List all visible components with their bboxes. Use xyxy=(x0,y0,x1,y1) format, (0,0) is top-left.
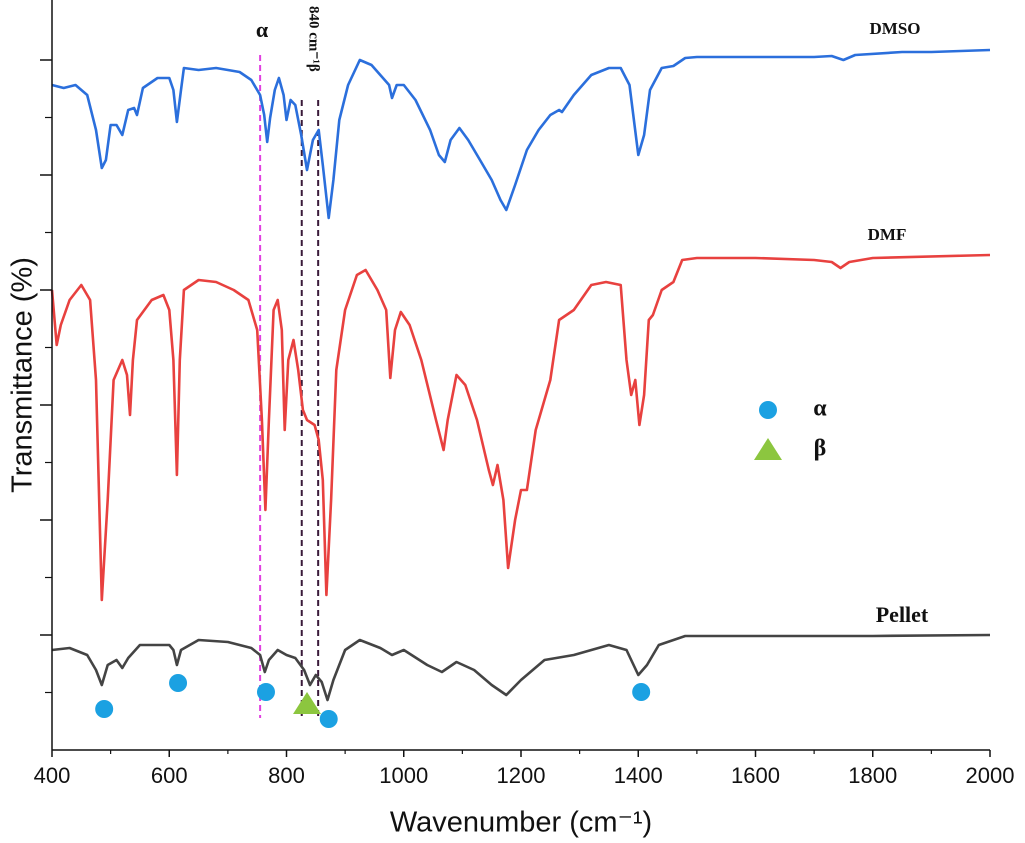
marker xyxy=(95,700,114,718)
x-axis-title: Wavenumber (cm⁻¹) xyxy=(390,807,652,839)
x-tick-label: 2000 xyxy=(966,763,1015,788)
x-tick-label: 800 xyxy=(268,763,305,788)
x-tick-label: 1600 xyxy=(731,763,780,788)
series-label: Pellet xyxy=(876,602,929,627)
marker xyxy=(319,710,338,728)
marker xyxy=(169,674,188,692)
annotation: α xyxy=(256,17,269,42)
legend-label: α xyxy=(813,396,827,422)
series-label: DMSO xyxy=(870,19,921,38)
marker xyxy=(632,683,651,701)
x-tick-label: 1400 xyxy=(614,763,663,788)
x-tick-label: 1800 xyxy=(848,763,897,788)
x-tick-label: 600 xyxy=(151,763,188,788)
spectrum-line xyxy=(51,633,991,702)
legend-marker xyxy=(759,401,777,419)
marker xyxy=(293,692,322,714)
annotation: 840 cm⁻¹β xyxy=(306,6,322,72)
x-tick-label: 1000 xyxy=(379,763,428,788)
legend-marker xyxy=(754,438,782,460)
series-label: DMF xyxy=(868,225,907,244)
spectrum-line xyxy=(50,253,991,602)
y-axis-title: Transmittance (%) xyxy=(7,257,39,493)
marker xyxy=(256,683,275,701)
spectrum-line xyxy=(51,48,991,220)
x-tick-label: 400 xyxy=(34,763,71,788)
legend-label: β xyxy=(814,436,827,462)
x-tick-label: 1200 xyxy=(497,763,546,788)
